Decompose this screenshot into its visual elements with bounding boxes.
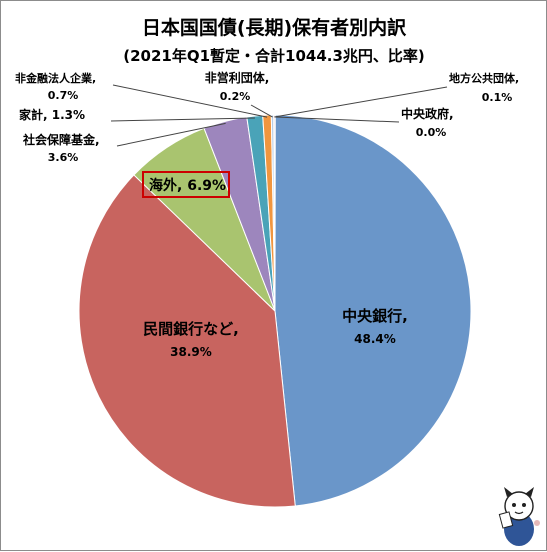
slice-value-social-security: 3.6% [48,151,79,164]
slice-label-social-security: 社会保障基金, [22,132,100,147]
slice-label-central-bank: 中央銀行, [342,307,408,325]
slice-label-central-gov: 中央政府, [401,106,454,121]
slice-label-overseas: 海外, 6.9% [149,177,226,194]
chart-subtitle: (2021年Q1暫定・合計1044.3兆円、比率) [123,47,425,65]
slice-value-central-bank: 48.4% [354,332,396,346]
slice-label-local-gov: 地方公共団体, [449,71,519,85]
slice-label-nonprofits: 非営利団体, [205,70,270,85]
slice-value-private-banks: 38.9% [170,345,212,359]
chart-title: 日本国国債(長期)保有者別内訳 [142,16,407,39]
households-name: 家計, [19,107,48,122]
overseas-value: 6.9% [187,178,226,194]
slice-value-nonfinancial-corps: 0.7% [48,89,79,102]
mascot-cat-illustration [499,487,540,546]
slice-value-local-gov: 0.1% [482,91,513,104]
overseas-name: 海外, [149,177,182,194]
pie-slices [79,115,471,507]
slice-value-central-gov: 0.0% [416,126,447,139]
slice-value-nonprofits: 0.2% [220,90,251,103]
slice-label-nonfinancial-corps: 非金融法人企業, [15,71,96,85]
slice-label-households: 家計, 1.3% [19,107,85,122]
slice-label-private-banks: 民間銀行など, [143,320,239,338]
households-value: 1.3% [52,108,85,122]
